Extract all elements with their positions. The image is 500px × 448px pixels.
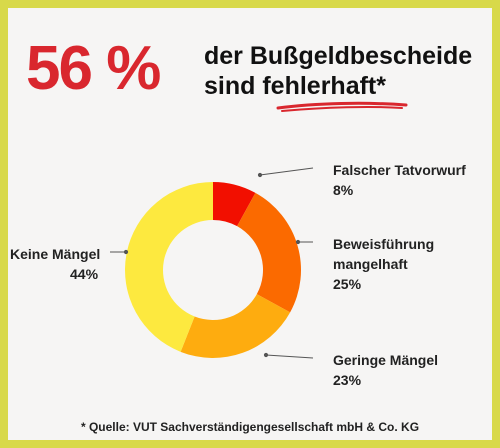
source-footnote: * Quelle: VUT Sachverständigengesellscha…: [80, 420, 420, 434]
slice-value-label: 8%: [333, 182, 354, 198]
infographic-card: 56 % der Bußgeldbescheide sind fehlerhaf…: [8, 8, 492, 440]
headline-line-2: sind fehlerhaft*: [204, 72, 386, 100]
leader-dot-4: [123, 249, 129, 255]
slice-value-label: 23%: [333, 372, 362, 388]
headline-emphasis: fehlerhaft: [262, 72, 377, 100]
slice-label-text: Keine Mängel: [10, 246, 101, 262]
leader-dot-3: [263, 352, 269, 358]
slice-label-1: Falscher Tatvorwurf 8%: [333, 160, 466, 200]
donut-slice-3: [180, 294, 291, 358]
slice-label-text: Geringe Mängel: [333, 352, 439, 368]
slice-label-4: Keine Mängel 44%: [10, 244, 100, 284]
slice-value-label: 44%: [70, 266, 99, 282]
donut-slice-4: [124, 182, 213, 352]
slice-value-label: 25%: [333, 276, 362, 292]
headline-percentage: 56 %: [26, 34, 161, 103]
donut-slice-1: [213, 182, 256, 227]
headline-line-2-prefix: sind: [204, 72, 263, 100]
slice-label-text: mangelhaft: [333, 256, 408, 272]
slice-label-text: Beweisführung: [333, 236, 435, 252]
slice-label-2: Beweisführung mangelhaft 25%: [333, 234, 434, 294]
brush-underline: [276, 101, 408, 112]
leader-dot-1: [257, 172, 263, 178]
slice-label-text: Falscher Tatvorwurf: [333, 162, 466, 178]
donut-slice-2: [237, 192, 301, 313]
leader-line-1: [259, 167, 314, 176]
leader-dot-2: [295, 239, 301, 245]
donut-chart: [110, 167, 314, 359]
slice-label-3: Geringe Mängel 23%: [333, 350, 438, 390]
headline-line-1: der Bußgeldbescheide: [204, 42, 473, 70]
leader-line-3: [265, 354, 314, 359]
headline-asterisk: *: [376, 72, 386, 100]
